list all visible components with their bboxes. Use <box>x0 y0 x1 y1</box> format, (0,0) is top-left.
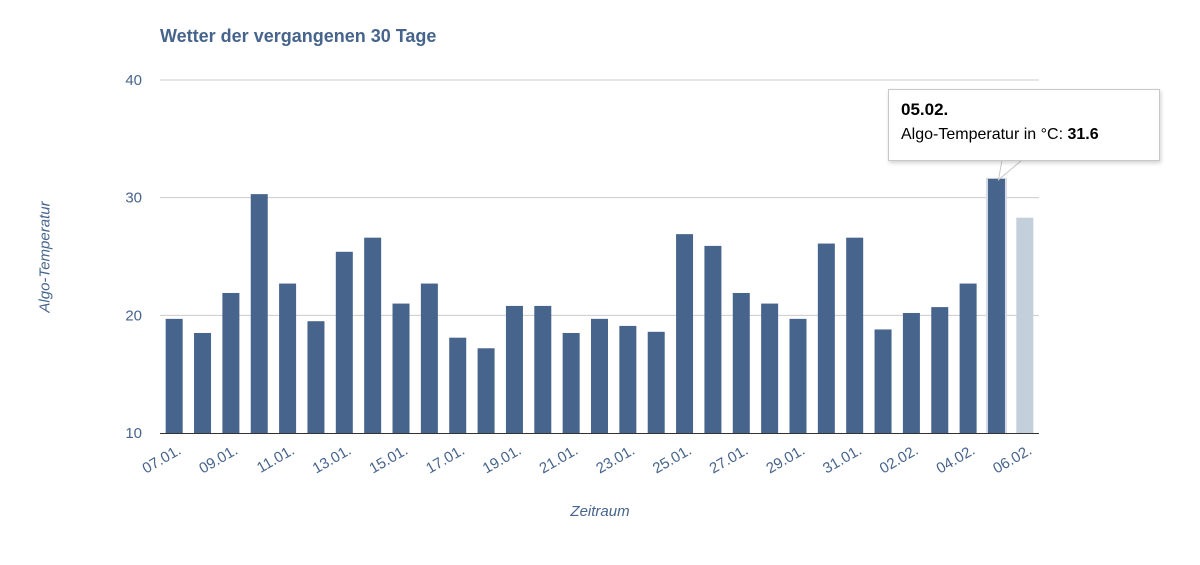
bar <box>392 303 410 433</box>
bar <box>789 318 807 433</box>
tooltip-pointer <box>997 159 1024 182</box>
x-tick-label: 11.01. <box>254 442 298 477</box>
y-tick-label: 40 <box>125 72 142 89</box>
y-tick-label: 20 <box>125 307 142 324</box>
bar <box>846 237 864 433</box>
x-tick-label: 17.01. <box>423 442 468 478</box>
x-tick-label: 29.01. <box>763 442 808 478</box>
x-tick-label: 09.01. <box>196 442 241 478</box>
bar <box>279 283 297 433</box>
tooltip-label: Algo-Temperatur in °C: <box>901 126 1068 143</box>
tooltip-date: 05.02. <box>901 100 949 119</box>
bar <box>591 318 608 433</box>
bar <box>874 329 892 433</box>
tooltip-line: Algo-Temperatur in °C: 31.6 <box>901 126 1147 144</box>
bar <box>194 332 212 433</box>
x-tick-label: 13.01. <box>310 442 355 478</box>
bar <box>165 318 183 433</box>
bar <box>307 321 325 433</box>
x-tick-label: 21.01. <box>537 442 582 478</box>
bar <box>449 337 467 433</box>
x-tick-label: 07.01. <box>140 442 185 478</box>
x-tick-label: 25.01. <box>650 442 695 478</box>
bar <box>817 243 835 433</box>
bar <box>619 325 637 433</box>
x-tick-label: 15.01. <box>366 442 411 478</box>
x-tick-label: 02.02. <box>877 442 922 478</box>
bar <box>987 178 1005 433</box>
x-tick-label: 23.01. <box>593 442 638 478</box>
bar <box>364 237 382 433</box>
bar <box>732 292 750 433</box>
tooltip: 05.02. Algo-Temperatur in °C: 31.6 <box>888 89 1160 161</box>
bar <box>562 332 580 433</box>
bar <box>1016 217 1034 433</box>
bar <box>222 292 240 433</box>
bar <box>335 251 353 433</box>
x-axis-title: Zeitraum <box>570 503 630 520</box>
bar <box>902 312 920 433</box>
bar <box>647 331 665 433</box>
bar <box>477 348 495 433</box>
x-tick-label: 31.01. <box>820 442 865 478</box>
x-tick-label: 27.01. <box>707 442 752 478</box>
bar <box>505 305 523 433</box>
tooltip-value: 31.6 <box>1067 126 1099 143</box>
x-tick-label: 19.01. <box>480 442 525 478</box>
bar <box>761 303 779 433</box>
y-tick-label: 10 <box>125 425 142 442</box>
x-tick-label: 06.02. <box>990 442 1035 478</box>
bar <box>250 194 268 433</box>
bar <box>534 305 552 433</box>
chart-title: Wetter der vergangenen 30 Tage <box>160 26 437 46</box>
bar <box>931 307 949 433</box>
x-tick-label: 04.02. <box>933 442 978 478</box>
bar <box>676 234 694 433</box>
bar <box>704 245 722 433</box>
y-tick-label: 30 <box>125 190 142 207</box>
bar <box>959 283 977 433</box>
bar <box>420 283 438 433</box>
